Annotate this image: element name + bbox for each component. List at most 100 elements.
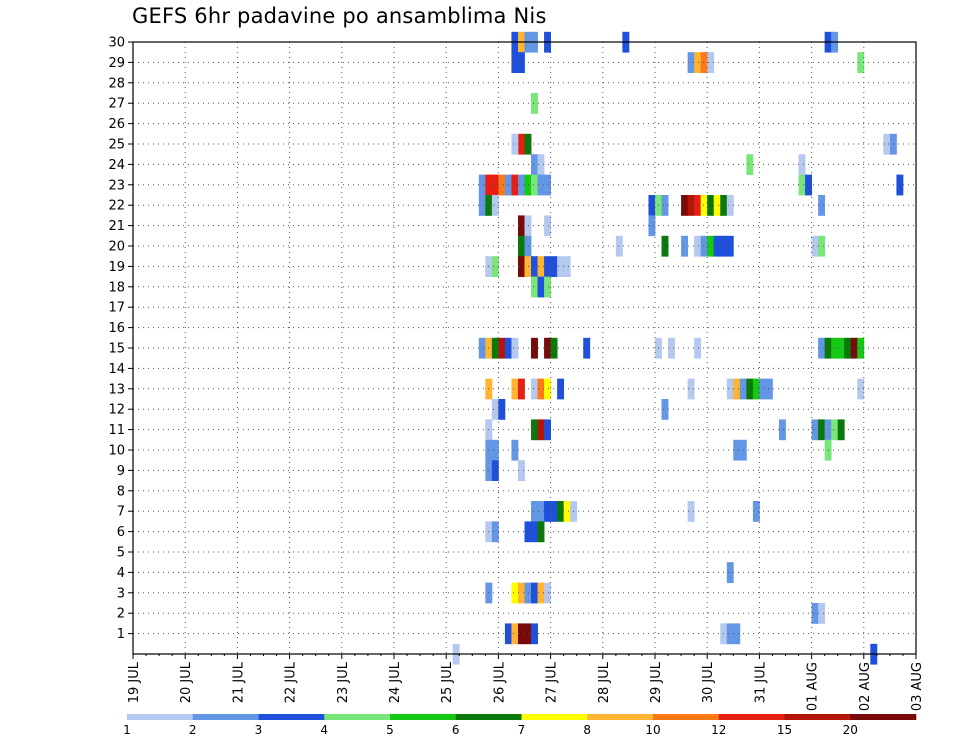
heatmap-cell — [524, 582, 532, 604]
heatmap-cell — [491, 337, 499, 359]
x-tick-label: 21 JUL — [231, 661, 246, 703]
x-tick-label: 31 JUL — [753, 661, 768, 703]
heatmap-cell — [687, 501, 695, 522]
heatmap-cell — [537, 419, 545, 441]
legend-label: 20 — [843, 723, 858, 737]
y-tick-label: 18 — [108, 280, 125, 295]
legend-swatch — [587, 714, 654, 720]
heatmap-cell — [694, 52, 702, 73]
heatmap-cell — [648, 195, 656, 216]
y-tick-label: 26 — [108, 117, 125, 132]
heatmap-cell — [811, 603, 819, 624]
heatmap-cell — [733, 439, 741, 461]
heatmap-cell — [511, 337, 519, 359]
heatmap-cell — [687, 378, 695, 400]
heatmap-cell — [857, 52, 865, 73]
heatmap-cell — [746, 378, 754, 400]
y-tick-label: 12 — [108, 403, 125, 418]
heatmap-cell — [531, 174, 538, 196]
heatmap-cell — [544, 337, 551, 359]
page-title: GEFS 6hr padavine po ansamblima Nis — [132, 4, 547, 28]
y-tick-label: 21 — [108, 219, 125, 234]
y-tick-label: 27 — [108, 97, 125, 112]
heatmap-cell — [491, 399, 499, 420]
heatmap-cell — [531, 378, 538, 400]
heatmap-cell — [511, 439, 519, 461]
heatmap-cell — [713, 235, 721, 257]
heatmap-cell — [896, 174, 904, 196]
heatmap-cell — [524, 174, 532, 196]
x-tick-label: 24 JUL — [388, 661, 403, 703]
heatmap-cell — [498, 174, 506, 196]
heatmap-cell — [544, 276, 551, 298]
heatmap-cell — [831, 419, 839, 441]
x-tick-label: 29 JUL — [649, 661, 664, 703]
legend-swatch — [784, 714, 851, 720]
legend-label: 1 — [123, 723, 131, 737]
heatmap-cell — [844, 337, 852, 359]
y-tick-label: 28 — [108, 76, 125, 91]
heatmap-cell — [524, 215, 532, 237]
heatmap-cell — [857, 378, 865, 400]
heatmap-cell — [524, 256, 532, 277]
x-tick-label: 02 AUG — [858, 662, 873, 711]
legend-swatch — [324, 714, 391, 720]
heatmap-cell — [818, 337, 826, 359]
heatmap-cell — [517, 460, 525, 481]
y-tick-label: 13 — [108, 382, 125, 397]
y-tick-label: 30 — [108, 36, 125, 51]
heatmap-cell — [517, 623, 525, 645]
heatmap-cell — [531, 276, 538, 298]
heatmap-cell — [517, 174, 525, 196]
y-tick-label: 16 — [108, 321, 125, 336]
legend-swatch — [850, 714, 917, 720]
legend-swatch — [390, 714, 457, 720]
heatmap-cell — [778, 419, 786, 441]
y-tick-label: 22 — [108, 199, 125, 214]
x-tick-label: 01 AUG — [806, 662, 821, 711]
heatmap-cell — [524, 521, 532, 543]
heatmap-cell — [550, 501, 558, 522]
heatmap-cell — [498, 337, 506, 359]
heatmap-cell — [726, 378, 734, 400]
legend-swatch — [653, 714, 720, 720]
heatmap-cell — [765, 378, 773, 400]
heatmap-cell — [700, 235, 708, 257]
heatmap-cell — [544, 215, 551, 237]
heatmap-cell — [498, 399, 506, 420]
heatmap-cell — [713, 195, 721, 216]
heatmap-cell — [544, 582, 551, 604]
x-tick-label: 26 JUL — [492, 661, 507, 703]
heatmap-cell — [883, 133, 891, 155]
heatmap-cell — [511, 623, 519, 645]
legend-label: 6 — [452, 723, 460, 737]
heatmap-cell — [531, 419, 538, 441]
y-tick-label: 2 — [117, 607, 125, 622]
heatmap-cell — [511, 133, 519, 155]
heatmap-cell — [746, 154, 754, 175]
heatmap-cell — [798, 154, 806, 175]
heatmap-cell — [524, 623, 532, 645]
legend-label: 12 — [711, 723, 726, 737]
heatmap-cell — [531, 521, 538, 543]
heatmap-cell — [687, 195, 695, 216]
heatmap-cell — [544, 174, 551, 196]
y-tick-label: 23 — [108, 178, 125, 193]
y-tick-label: 14 — [108, 362, 125, 377]
x-tick-label: 23 JUL — [336, 661, 351, 703]
heatmap-cell — [544, 419, 551, 441]
heatmap-cell — [478, 174, 486, 196]
heatmap-cell — [615, 235, 623, 257]
heatmap-cell — [491, 439, 499, 461]
heatmap-cell — [517, 235, 525, 257]
heatmap-cell — [661, 195, 669, 216]
y-tick-label: 19 — [108, 260, 125, 275]
heatmap-cell — [707, 195, 715, 216]
heatmap-cell — [700, 195, 708, 216]
y-tick-label: 20 — [108, 240, 125, 255]
heatmap-cell — [733, 623, 741, 645]
heatmap-cell — [537, 521, 545, 543]
y-tick-label: 10 — [108, 444, 125, 459]
heatmap-cell — [563, 256, 571, 277]
heatmap-cell — [517, 52, 525, 73]
